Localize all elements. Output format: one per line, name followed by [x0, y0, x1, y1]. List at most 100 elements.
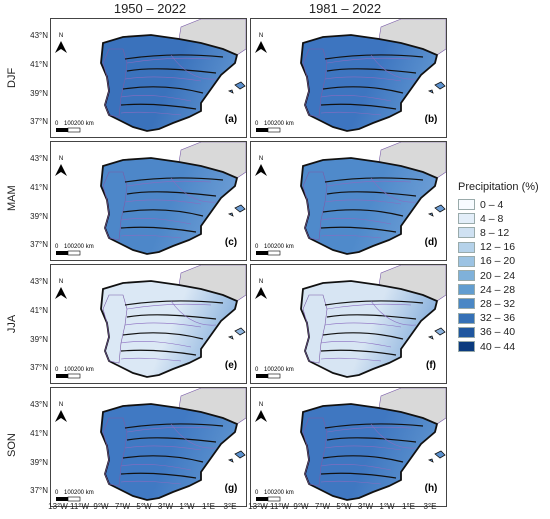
river	[320, 341, 392, 348]
river	[126, 426, 212, 433]
panel-label: (d)	[425, 237, 438, 248]
river	[170, 423, 217, 449]
balearic-islands	[227, 327, 246, 340]
river	[120, 95, 192, 102]
latitude-label: 39°N	[30, 335, 48, 344]
map-panel-h: N 0 100200 km (h)	[250, 387, 447, 507]
iberia-landmass	[300, 403, 439, 501]
scale-mid: 100200 km	[264, 244, 294, 250]
latitude-label: 43°N	[30, 154, 48, 163]
scale-zero: 0	[55, 490, 59, 496]
latitude-label: 39°N	[30, 89, 48, 98]
iberia-landmass	[100, 157, 239, 255]
scale-bar	[56, 373, 81, 379]
river	[370, 300, 417, 326]
portugal-border	[102, 171, 128, 241]
scale-bar	[56, 127, 81, 133]
river	[124, 199, 202, 205]
longitude-label: 1°W	[379, 502, 395, 511]
legend-label: 16 – 20	[480, 255, 516, 268]
basin-boundary	[326, 191, 417, 197]
longitude-label: 3°W	[357, 502, 374, 511]
longitude-label: 1°W	[179, 502, 195, 511]
scale-mid: 100200 km	[64, 490, 94, 496]
legend-label: 8 – 12	[480, 226, 510, 239]
river	[324, 76, 402, 82]
longitude-label: 13°W	[48, 502, 68, 511]
river	[126, 57, 212, 64]
legend-swatch	[458, 241, 475, 253]
map-panel-f: N 0 100200 km (f)	[250, 264, 447, 384]
river	[124, 445, 202, 451]
scale-zero: 0	[55, 121, 59, 127]
river	[324, 199, 402, 205]
north-arrow-icon	[55, 287, 67, 299]
iberia-landmass	[300, 34, 439, 132]
river	[370, 177, 417, 203]
row-label-mam: MAM	[6, 185, 18, 211]
latitude-label: 43°N	[30, 400, 48, 409]
river	[324, 322, 402, 328]
basin-boundary	[126, 314, 217, 320]
river	[326, 426, 412, 433]
latitude-label: 37°N	[30, 240, 48, 249]
legend-item: 28 – 32	[458, 297, 515, 310]
north-arrow-icon	[255, 41, 267, 53]
basin-boundary	[324, 54, 424, 60]
basin-boundary	[120, 349, 197, 356]
north-arrow-icon	[255, 410, 267, 422]
panel-label: (f)	[426, 360, 436, 371]
legend-swatch	[458, 255, 475, 267]
row-label-djf: DJF	[6, 67, 18, 88]
basin-boundary	[322, 332, 404, 340]
latitude-label: 43°N	[30, 31, 48, 40]
longitude-label: 9°W	[93, 502, 109, 511]
longitude-label: 11°W	[69, 502, 90, 511]
river	[324, 445, 402, 451]
latitude-label: 37°N	[30, 486, 48, 495]
panel-label: (c)	[225, 237, 237, 248]
basin-boundary	[124, 177, 224, 183]
river	[370, 54, 417, 80]
map-panel-e: N 0 100200 km (e)	[50, 264, 247, 384]
north-label: N	[259, 33, 263, 39]
legend-label: 4 – 8	[480, 212, 504, 225]
longitude-label: 7°W	[314, 502, 331, 511]
legend-label: 12 – 16	[480, 241, 516, 254]
basin-boundary	[124, 423, 224, 429]
basin-boundary	[126, 68, 217, 74]
scale-bar	[56, 496, 81, 502]
latitude-label: 39°N	[30, 458, 48, 467]
scale-bar	[256, 496, 281, 502]
basin-boundary	[326, 437, 417, 443]
longitude-label: 5°W	[136, 502, 152, 511]
longitude-label: 3°E	[223, 502, 237, 511]
north-arrow-icon	[255, 164, 267, 176]
scale-bar	[56, 250, 81, 256]
basin-boundary	[326, 68, 417, 74]
longitude-label: 7°W	[114, 502, 131, 511]
iberia-landmass	[300, 280, 439, 378]
legend-swatch	[458, 326, 475, 338]
basin-boundary	[124, 300, 224, 306]
river	[120, 111, 182, 116]
legend-label: 36 – 40	[480, 326, 516, 339]
basin-boundary	[120, 472, 197, 479]
north-arrow-icon	[255, 287, 267, 299]
scale-zero: 0	[55, 367, 59, 373]
longitude-label: 9°W	[293, 502, 309, 511]
legend-swatch	[458, 270, 475, 281]
portugal-border	[302, 417, 328, 487]
latitude-label: 37°N	[30, 117, 48, 126]
legend-swatch	[458, 298, 475, 310]
scale-zero: 0	[255, 367, 259, 373]
panel-label: (e)	[225, 360, 237, 371]
basin-boundary	[322, 455, 404, 463]
river	[326, 180, 412, 187]
longitude-label: 1°E	[202, 502, 215, 511]
scale-zero: 0	[55, 244, 59, 250]
river	[320, 111, 382, 116]
river	[120, 341, 192, 348]
balearic-islands	[227, 81, 246, 94]
map-panel-d: N 0 100200 km (d)	[250, 141, 447, 261]
